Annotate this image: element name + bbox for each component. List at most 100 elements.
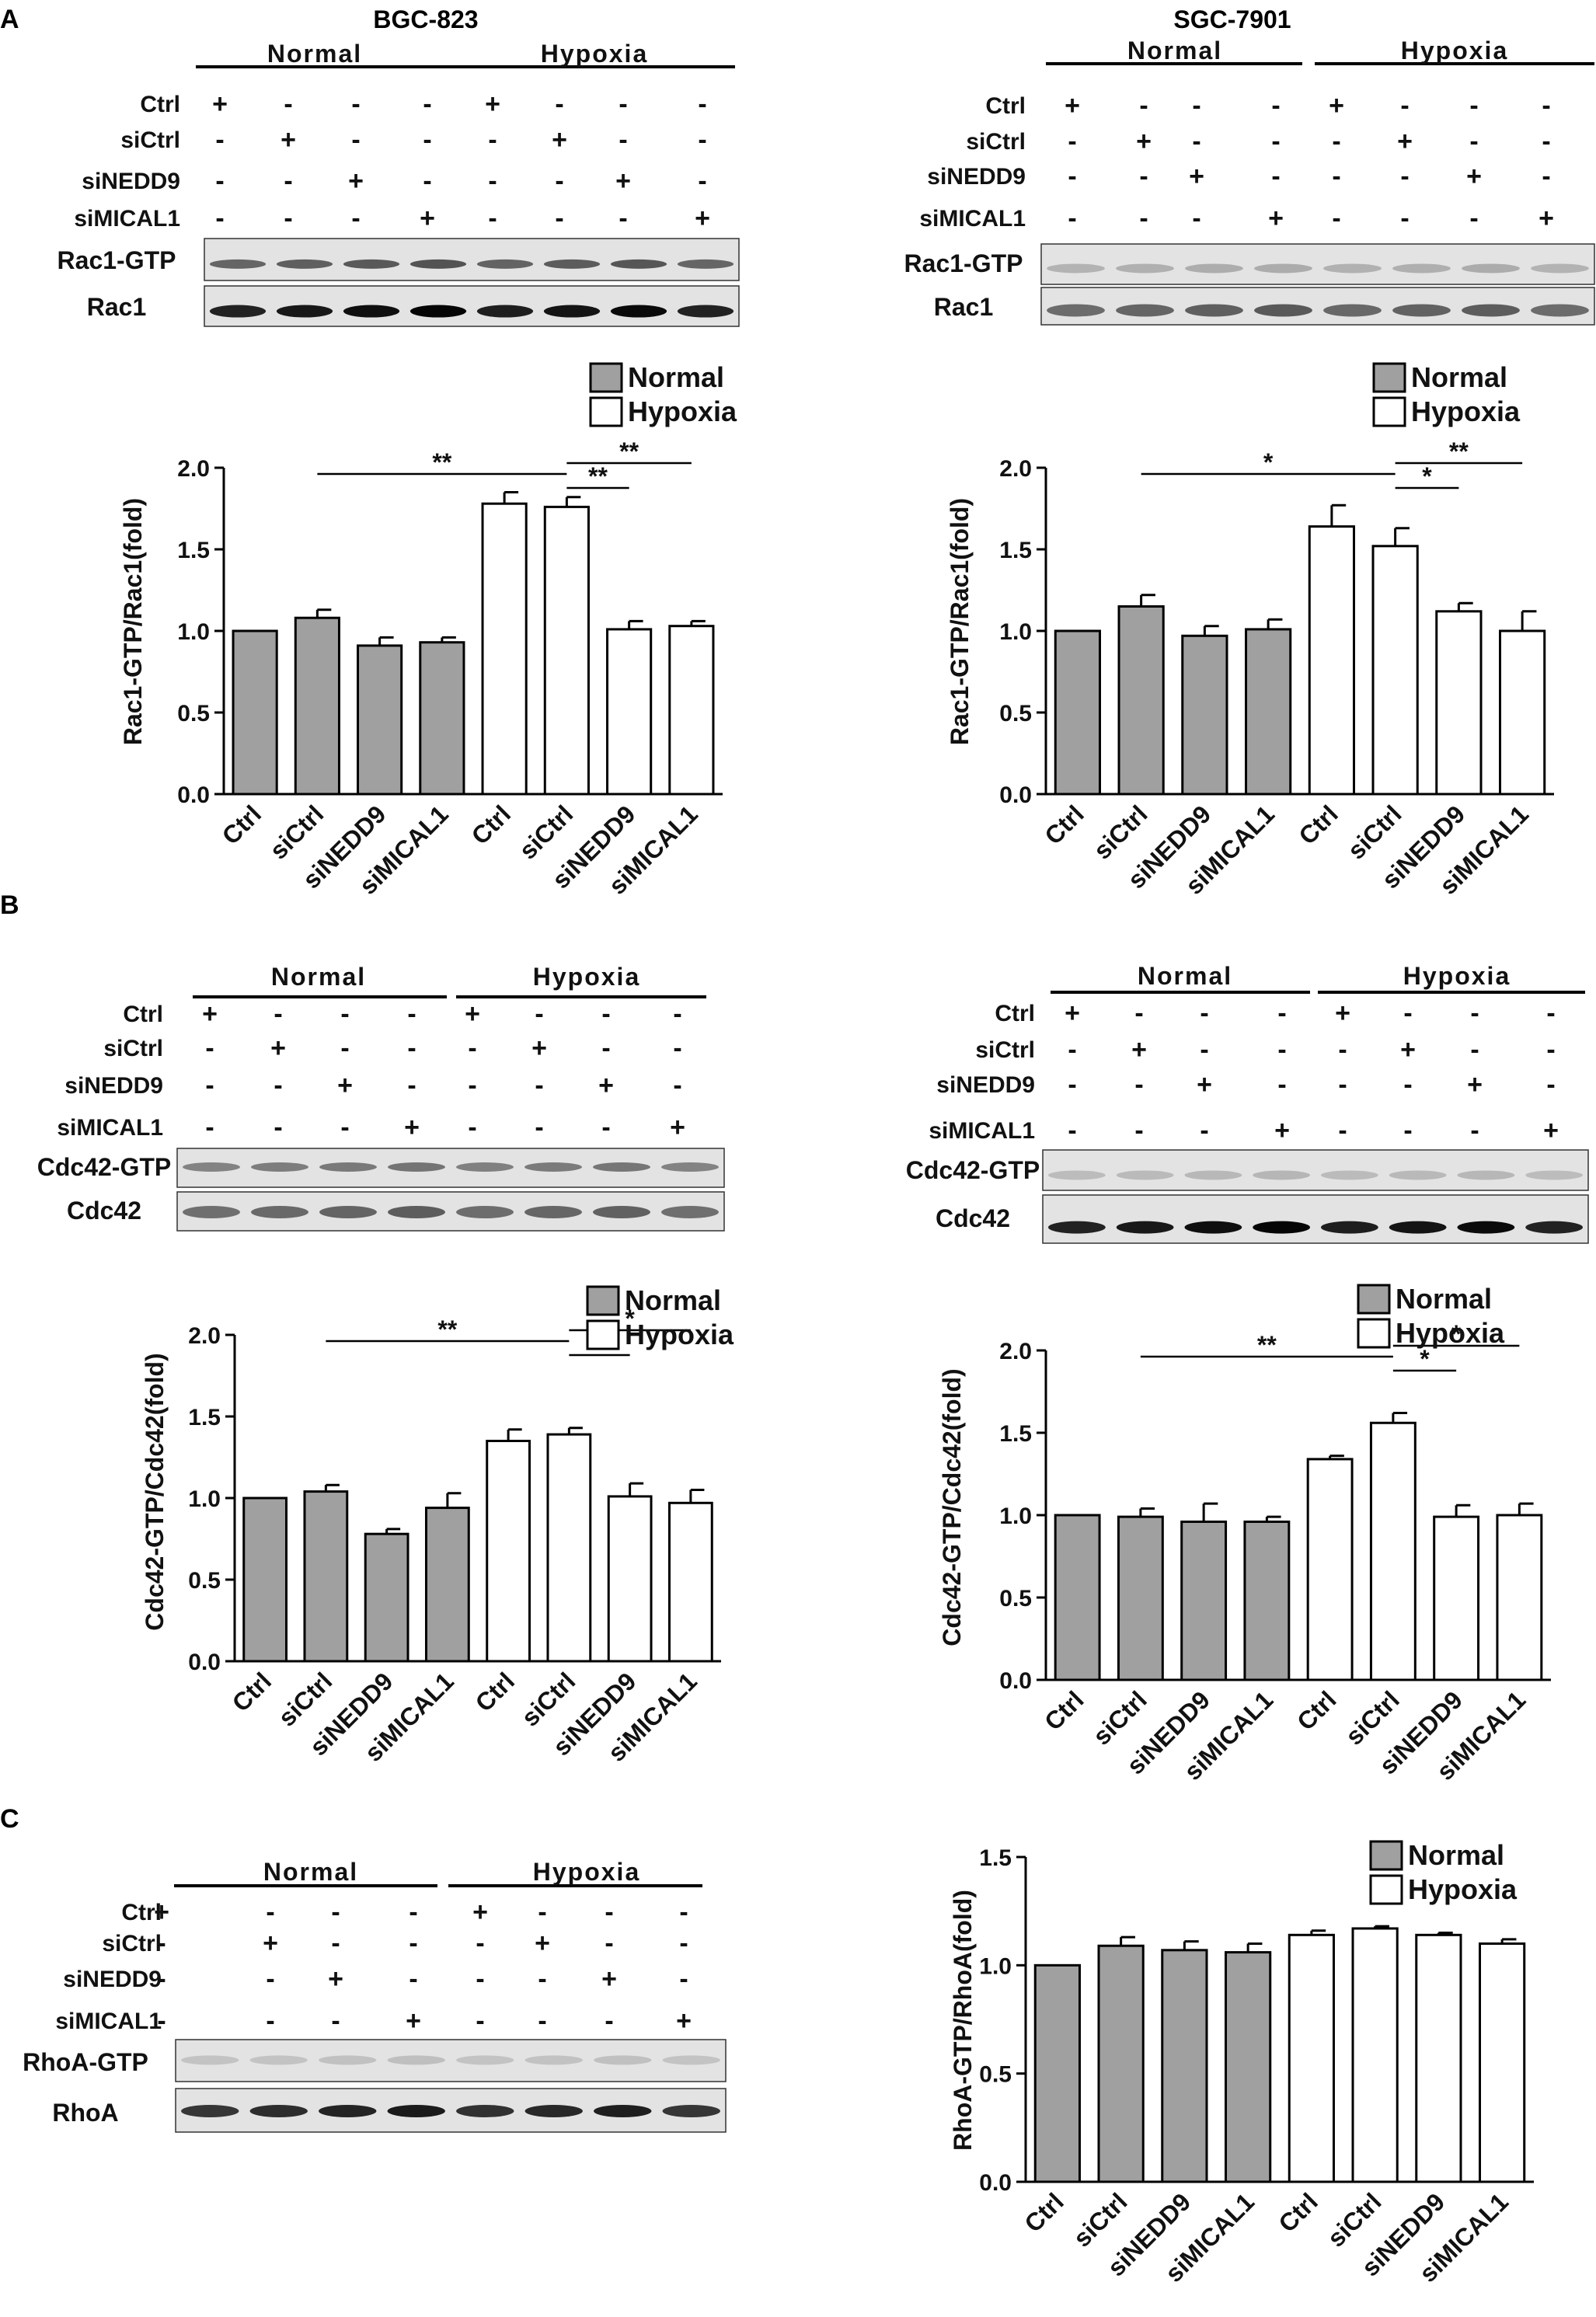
minus-sign: - [673,1071,681,1100]
minus-sign: - [409,1929,417,1958]
bar-hypoxia [607,1495,653,1663]
minus-sign: - [340,1033,349,1063]
minus-sign: - [1200,1035,1208,1064]
plus-sign: + [270,1033,286,1063]
blot-band [476,305,534,318]
legend-label: Normal [625,1284,721,1316]
minus-sign: - [157,1929,166,1958]
bar-normal [1161,1949,1208,2183]
y-tick-label: 1.0 [999,619,1032,645]
blot-band [456,2104,514,2117]
minus-sign: - [555,204,563,233]
minus-sign: - [284,89,292,119]
chart-A1: 0.00.51.01.52.0Rac1-GTP/Rac1(fold)Ctrlsi… [119,361,737,900]
minus-sign: - [1068,127,1076,156]
minus-sign: - [266,1897,274,1927]
blot-band [1253,1221,1310,1234]
minus-sign: - [215,125,224,155]
minus-sign: - [1469,91,1478,120]
blot-strip [1042,1194,1589,1244]
blot-band [610,305,667,318]
minus-sign: - [476,2006,484,2036]
minus-sign: - [331,2006,340,2036]
minus-sign: - [351,89,360,119]
minus-sign: - [284,204,292,233]
plus-sign: + [1397,127,1413,156]
treatment-row-label: siCtrl [975,1037,1035,1063]
blot-band [543,259,601,269]
blot-band [1321,1170,1378,1180]
blot-band [388,1162,445,1172]
plus-sign: + [1189,162,1204,191]
bar-normal [1225,1951,1272,2183]
treatment-row-label: siCtrl [120,127,180,153]
minus-sign: - [1400,162,1409,191]
bar-normal [419,641,465,796]
y-tick-label: 2.0 [177,456,210,482]
blot-band [1253,1170,1310,1180]
minus-sign: - [1068,162,1076,191]
blot-band [456,2055,514,2065]
minus-sign: - [1470,998,1479,1028]
bar-hypoxia [1415,1933,1462,2183]
minus-sign: - [1068,1035,1076,1064]
blot-band [1048,1221,1106,1234]
bar-hypoxia [1499,629,1546,796]
minus-sign: - [1542,91,1550,120]
y-tick-label: 1.0 [979,1953,1012,1979]
plus-sign: + [1400,1035,1416,1064]
blot-band [319,1206,377,1218]
y-tick-label: 2.0 [999,456,1032,482]
minus-sign: - [284,166,292,196]
treatment-row-label: siNEDD9 [927,164,1026,190]
x-tick-label: Ctrl [1293,800,1343,849]
minus-sign: - [601,999,610,1029]
minus-sign: - [351,204,360,233]
blot-label: RhoA-GTP [23,2048,148,2076]
blot-band [1116,1221,1174,1234]
minus-sign: - [1134,1116,1143,1145]
blot-band [181,2055,239,2065]
bar-hypoxia [1433,1515,1480,1681]
minus-sign: - [215,166,224,196]
blot-group-label: Normal [1127,37,1222,64]
blot-band [593,1162,650,1172]
legend-swatch-normal [1369,1840,1403,1871]
blot-band [1525,1170,1583,1180]
blot-band [524,1206,582,1218]
plus-sign: + [1268,204,1284,233]
blot-band [677,259,734,269]
bar-hypoxia [667,1501,713,1663]
blot-band [1525,1221,1583,1234]
blot-label: Rac1-GTP [57,246,176,274]
blot-label: Rac1-GTP [904,249,1023,277]
blot-band [343,259,400,269]
minus-sign: - [679,1964,688,1994]
blot-band [276,305,333,318]
minus-sign: - [1200,998,1208,1028]
blot-label: Rac1 [934,293,994,321]
blot-band [1462,263,1520,274]
bar-hypoxia [481,502,528,796]
plus-sign: + [337,1071,353,1100]
minus-sign: - [1546,998,1555,1028]
legend-label: Hypoxia [1408,1873,1518,1905]
minus-sign: - [673,999,681,1029]
blot-band [319,2055,377,2065]
minus-sign: - [1469,204,1478,233]
legend-swatch-hypoxia [1369,1874,1403,1905]
bar-hypoxia [1308,525,1355,796]
chart-B2: 0.0 0.5 1.0 1.5 2.0 Cdc42-GTP/Cdc42(fold) Ctrl… [938,1283,1551,1786]
blot-label: Cdc42 [67,1197,141,1225]
bar-normal [1181,634,1228,796]
blot-band [1321,1221,1378,1234]
blot-band [409,259,467,269]
plus-sign: + [552,125,567,155]
y-tick-label: 0.5 [999,701,1032,726]
blot-band [1254,304,1312,317]
blot-label: Cdc42-GTP [37,1153,171,1181]
minus-sign: - [423,89,431,119]
y-tick-label: 0.5 [979,2062,1012,2088]
minus-sign: - [1403,1070,1412,1099]
minus-sign: - [679,1929,688,1958]
